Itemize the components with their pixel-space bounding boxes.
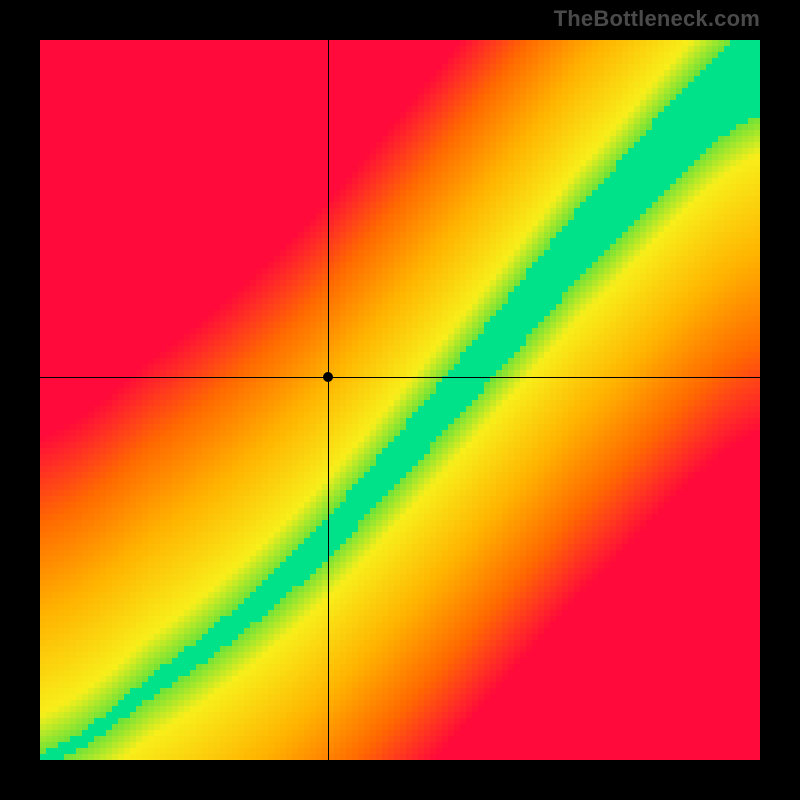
chart-container: TheBottleneck.com	[0, 0, 800, 800]
crosshair-vertical	[328, 40, 329, 760]
plot-area	[40, 40, 760, 760]
watermark-text: TheBottleneck.com	[554, 6, 760, 32]
selection-marker	[323, 372, 333, 382]
crosshair-horizontal	[40, 377, 760, 378]
bottleneck-heatmap	[40, 40, 760, 760]
